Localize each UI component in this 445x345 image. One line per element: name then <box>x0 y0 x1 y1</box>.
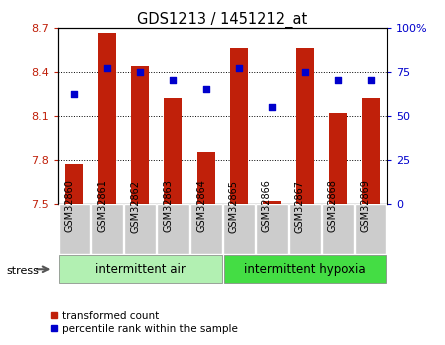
Point <box>334 78 341 83</box>
Text: GSM32866: GSM32866 <box>262 180 272 233</box>
Bar <box>124 204 156 254</box>
Bar <box>263 200 281 204</box>
Bar <box>164 98 182 204</box>
Text: GSM32865: GSM32865 <box>229 179 239 233</box>
Bar <box>91 204 123 254</box>
Text: GSM32860: GSM32860 <box>65 180 74 233</box>
Bar <box>355 204 387 254</box>
Bar <box>157 204 189 254</box>
Bar <box>329 112 347 204</box>
Bar <box>223 204 255 254</box>
Point <box>235 65 243 71</box>
Text: intermittent hypoxia: intermittent hypoxia <box>244 263 366 276</box>
Point <box>202 86 210 92</box>
Bar <box>58 255 222 283</box>
Point <box>301 69 308 75</box>
Point <box>268 104 275 110</box>
Bar <box>322 204 354 254</box>
Text: GSM32869: GSM32869 <box>361 180 371 233</box>
Text: GSM32863: GSM32863 <box>163 180 173 233</box>
Bar <box>224 255 387 283</box>
Bar <box>256 204 288 254</box>
Bar <box>289 204 321 254</box>
Text: GSM32868: GSM32868 <box>328 180 338 233</box>
Text: GSM32861: GSM32861 <box>97 180 107 233</box>
Text: GSM32862: GSM32862 <box>130 179 140 233</box>
Bar <box>98 33 116 204</box>
Text: GSM32864: GSM32864 <box>196 180 206 233</box>
Bar <box>197 152 215 204</box>
Bar <box>65 164 83 204</box>
Bar <box>296 48 314 204</box>
Point <box>170 78 177 83</box>
Point <box>367 78 374 83</box>
Point <box>71 92 78 97</box>
Text: intermittent air: intermittent air <box>95 263 186 276</box>
Bar <box>190 204 222 254</box>
Bar <box>230 48 248 204</box>
Bar <box>362 98 380 204</box>
Bar <box>131 66 149 204</box>
Point <box>104 65 111 71</box>
Text: GDS1213 / 1451212_at: GDS1213 / 1451212_at <box>138 12 307 28</box>
Point <box>137 69 144 75</box>
Text: stress: stress <box>7 266 40 276</box>
Bar <box>58 204 90 254</box>
Legend: transformed count, percentile rank within the sample: transformed count, percentile rank withi… <box>45 307 242 338</box>
Text: GSM32867: GSM32867 <box>295 179 305 233</box>
